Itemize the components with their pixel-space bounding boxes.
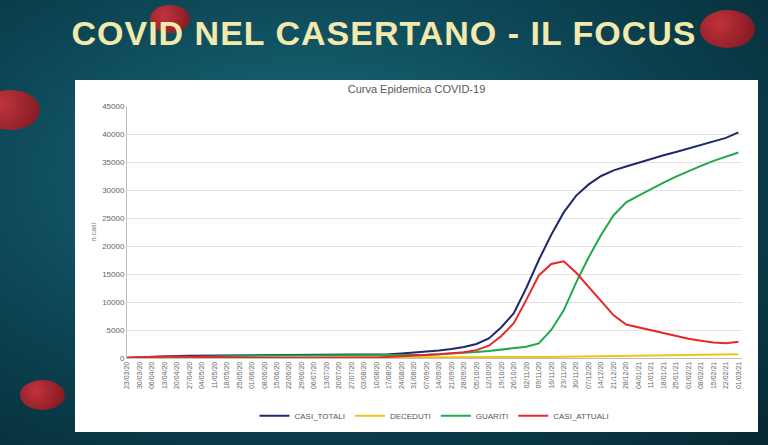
html-text:COVID NEL CASERTANO - IL FOCUS: COVID NEL CASERTANO - IL FOCUS [71, 14, 697, 52]
svg-text:40000: 40000 [102, 130, 125, 139]
svg-text:09/11/20: 09/11/20 [535, 362, 542, 389]
svg-text:20/04/20: 20/04/20 [173, 362, 180, 389]
svg-text:23/03/20: 23/03/20 [123, 362, 130, 389]
svg-text:10000: 10000 [102, 298, 125, 307]
svg-text:28/09/20: 28/09/20 [460, 362, 467, 389]
svg-text:Curva Epidemica COVID-19: Curva Epidemica COVID-19 [348, 83, 486, 95]
svg-text:15/06/20: 15/06/20 [273, 362, 280, 389]
svg-text:24/08/20: 24/08/20 [398, 362, 405, 389]
svg-text:23/11/20: 23/11/20 [560, 362, 567, 389]
svg-text:16/11/20: 16/11/20 [548, 362, 555, 389]
svg-text:04/01/21: 04/01/21 [635, 362, 642, 389]
svg-text:25000: 25000 [102, 214, 125, 223]
svg-text:07/12/20: 07/12/20 [585, 362, 592, 389]
svg-text:07/09/20: 07/09/20 [423, 362, 430, 389]
svg-text:21/12/20: 21/12/20 [610, 362, 617, 389]
svg-text:17/08/20: 17/08/20 [385, 362, 392, 389]
svg-text:35000: 35000 [102, 158, 125, 167]
svg-text:11/05/20: 11/05/20 [211, 362, 218, 389]
svg-text:31/08/20: 31/08/20 [410, 362, 417, 389]
svg-text:25/05/20: 25/05/20 [236, 362, 243, 389]
svg-text:15000: 15000 [102, 270, 125, 279]
svg-text:27/07/20: 27/07/20 [348, 362, 355, 389]
svg-text:25/01/21: 25/01/21 [672, 362, 679, 389]
svg-text:18/05/20: 18/05/20 [223, 362, 230, 389]
svg-text:CASI_ATTUALI: CASI_ATTUALI [553, 412, 608, 421]
svg-text:26/10/20: 26/10/20 [510, 362, 517, 389]
svg-text:01/03/21: 01/03/21 [735, 362, 742, 389]
svg-text:02/11/20: 02/11/20 [523, 362, 530, 389]
svg-text:22/06/20: 22/06/20 [285, 362, 292, 389]
svg-text:05/10/20: 05/10/20 [473, 362, 480, 389]
svg-text:01/06/20: 01/06/20 [248, 362, 255, 389]
svg-text:22/02/21: 22/02/21 [722, 362, 729, 389]
svg-text:n casi: n casi [90, 222, 97, 241]
svg-text:14/12/20: 14/12/20 [597, 362, 604, 389]
svg-text:06/04/20: 06/04/20 [148, 362, 155, 389]
svg-text:DECEDUTI: DECEDUTI [390, 412, 431, 421]
svg-text:06/07/20: 06/07/20 [310, 362, 317, 389]
svg-text:19/10/20: 19/10/20 [498, 362, 505, 389]
svg-text:20/07/20: 20/07/20 [335, 362, 342, 389]
svg-text:03/08/20: 03/08/20 [360, 362, 367, 389]
svg-text:10/08/20: 10/08/20 [373, 362, 380, 389]
svg-text:0: 0 [120, 354, 125, 363]
svg-text:04/05/20: 04/05/20 [198, 362, 205, 389]
svg-text:08/06/20: 08/06/20 [261, 362, 268, 389]
svg-text:5000: 5000 [107, 326, 125, 335]
svg-text:13/04/20: 13/04/20 [161, 362, 168, 389]
svg-text:20000: 20000 [102, 242, 125, 251]
svg-text:14/09/20: 14/09/20 [435, 362, 442, 389]
svg-text:11/01/21: 11/01/21 [647, 362, 654, 389]
svg-text:08/02/21: 08/02/21 [697, 362, 704, 389]
svg-text:30000: 30000 [102, 186, 125, 195]
svg-text:28/12/20: 28/12/20 [622, 362, 629, 389]
svg-text:30/03/20: 30/03/20 [136, 362, 143, 389]
svg-text:13/07/20: 13/07/20 [323, 362, 330, 389]
svg-text:21/09/20: 21/09/20 [448, 362, 455, 389]
svg-text:GUARITI: GUARITI [476, 412, 508, 421]
svg-text:29/06/20: 29/06/20 [298, 362, 305, 389]
svg-text:12/10/20: 12/10/20 [485, 362, 492, 389]
svg-text:27/04/20: 27/04/20 [186, 362, 193, 389]
svg-text:01/02/21: 01/02/21 [685, 362, 692, 389]
svg-text:18/01/21: 18/01/21 [660, 362, 667, 389]
svg-text:30/11/20: 30/11/20 [572, 362, 579, 389]
svg-text:CASI_TOTALI: CASI_TOTALI [295, 412, 345, 421]
svg-text:15/02/21: 15/02/21 [710, 362, 717, 389]
svg-text:45000: 45000 [102, 102, 125, 111]
